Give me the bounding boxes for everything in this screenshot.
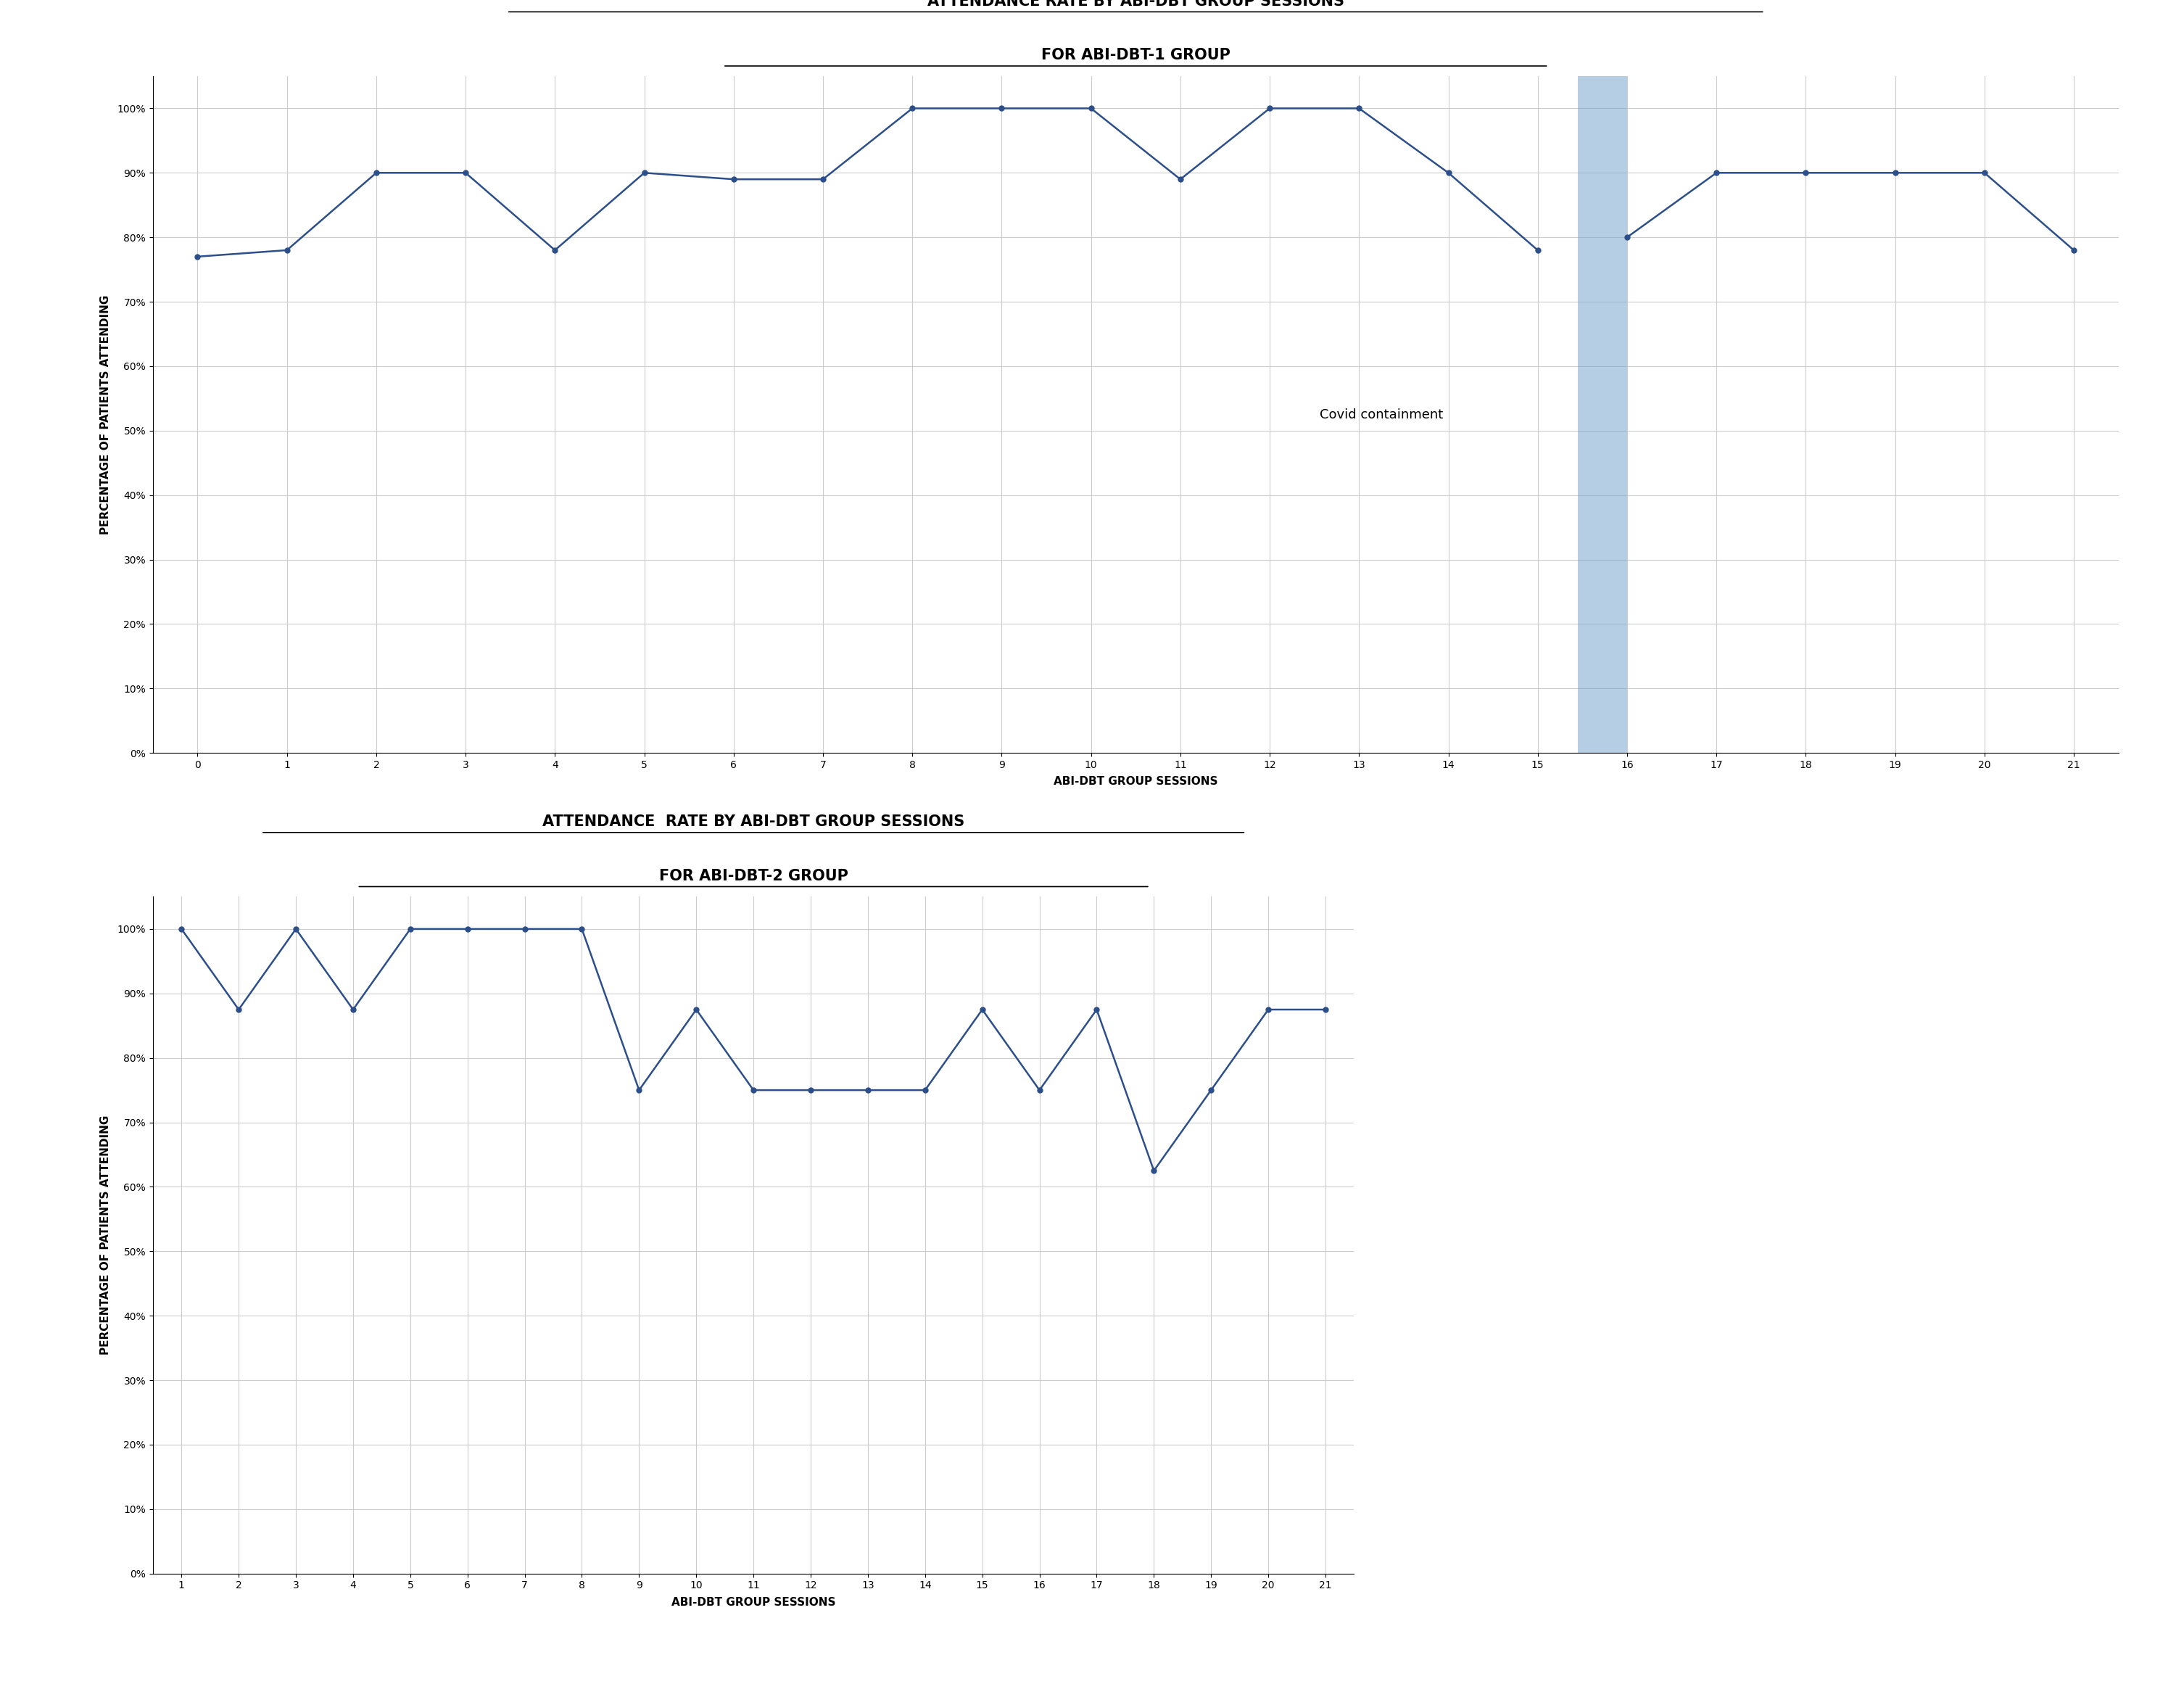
- Y-axis label: PERCENTAGE OF PATIENTS ATTENDING: PERCENTAGE OF PATIENTS ATTENDING: [100, 294, 111, 535]
- Text: FOR ABI-DBT-2 GROUP: FOR ABI-DBT-2 GROUP: [660, 868, 847, 883]
- X-axis label: ABI-DBT GROUP SESSIONS: ABI-DBT GROUP SESSIONS: [1053, 777, 1219, 787]
- Bar: [1577, 76, 1627, 753]
- Y-axis label: PERCENTAGE OF PATIENTS ATTENDING: PERCENTAGE OF PATIENTS ATTENDING: [100, 1115, 111, 1355]
- Text: Covid containment: Covid containment: [1319, 408, 1444, 421]
- Text: FOR ABI-DBT-1 GROUP: FOR ABI-DBT-1 GROUP: [1042, 47, 1230, 63]
- Text: ATTENDANCE  RATE BY ABI-DBT GROUP SESSIONS: ATTENDANCE RATE BY ABI-DBT GROUP SESSION…: [542, 814, 965, 829]
- X-axis label: ABI-DBT GROUP SESSIONS: ABI-DBT GROUP SESSIONS: [670, 1597, 836, 1607]
- Text: ATTENDANCE RATE BY ABI-DBT GROUP SESSIONS: ATTENDANCE RATE BY ABI-DBT GROUP SESSION…: [928, 0, 1343, 8]
